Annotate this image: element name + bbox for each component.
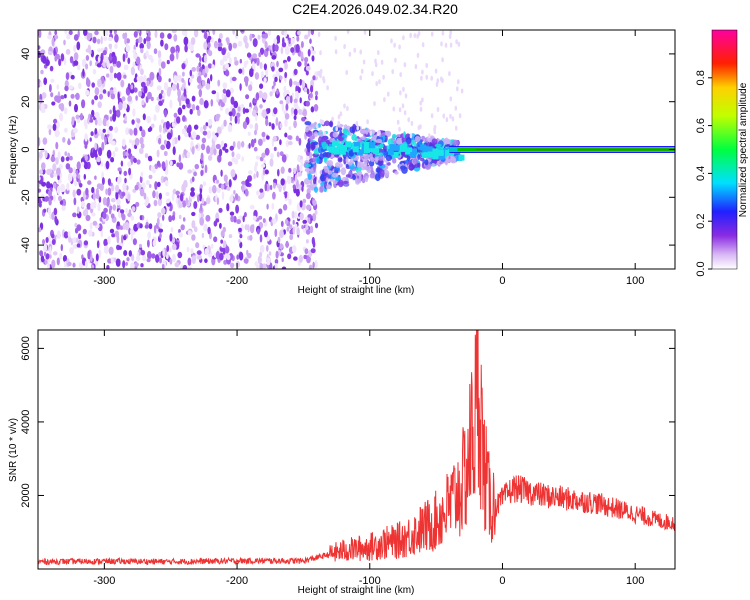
colorbar-frame — [711, 29, 738, 270]
top-ytick-label: -40 — [20, 237, 32, 253]
top-xtick-label: -100 — [359, 275, 381, 287]
top-xtick-label: 100 — [626, 275, 644, 287]
top-ytick-label: 0 — [20, 146, 32, 152]
spectrogram-cells — [38, 30, 675, 269]
bottom-xtick-label: 100 — [626, 575, 644, 587]
top-xtick-label: -200 — [226, 275, 248, 287]
top-ytick-label: 40 — [20, 48, 32, 60]
colorbar-tick-label: 0.6 — [695, 118, 707, 133]
colorbar-tick-label: 0.0 — [695, 261, 707, 276]
bottom-xtick-label: -100 — [359, 575, 381, 587]
bottom-ytick-label: 4000 — [20, 410, 32, 434]
bottom-xtick-label: -200 — [226, 575, 248, 587]
colorbar-label: Normalized spectral amplitude — [738, 82, 749, 217]
bottom-plot-frame — [37, 329, 676, 570]
chart-title: C2E4.2026.049.02.34.R20 — [292, 1, 458, 17]
bottom-ytick-label: 2000 — [20, 483, 32, 507]
colorbar-gradient — [712, 30, 737, 269]
top-xtick-label: -300 — [93, 275, 115, 287]
x-axis-label-bottom: Height of straight line (km) — [298, 585, 415, 596]
colorbar-tick-label: 0.8 — [695, 70, 707, 85]
colorbar-tick-label: 0.2 — [695, 214, 707, 229]
snr-series-line — [38, 330, 675, 566]
top-ytick-label: 20 — [20, 96, 32, 108]
colorbar-tick-label: 0.4 — [695, 166, 707, 181]
carrier-peak — [475, 148, 675, 151]
bottom-xtick-label: 0 — [499, 575, 505, 587]
colorbar: 0.0 0.2 0.4 0.6 0.8 — [695, 30, 737, 277]
spectrogram-plot — [38, 30, 675, 269]
snr-plot — [38, 330, 675, 566]
top-ytick-label: -20 — [20, 189, 32, 205]
bottom-xtick-label: -300 — [93, 575, 115, 587]
top-xtick-label: 0 — [499, 275, 505, 287]
y-axis-label-bottom: SNR (10 * v/v) — [8, 418, 19, 482]
y-axis-label-top: Frequency (Hz) — [8, 116, 19, 185]
x-axis-label-top: Height of straight line (km) — [298, 285, 415, 296]
bottom-ytick-label: 6000 — [20, 336, 32, 360]
